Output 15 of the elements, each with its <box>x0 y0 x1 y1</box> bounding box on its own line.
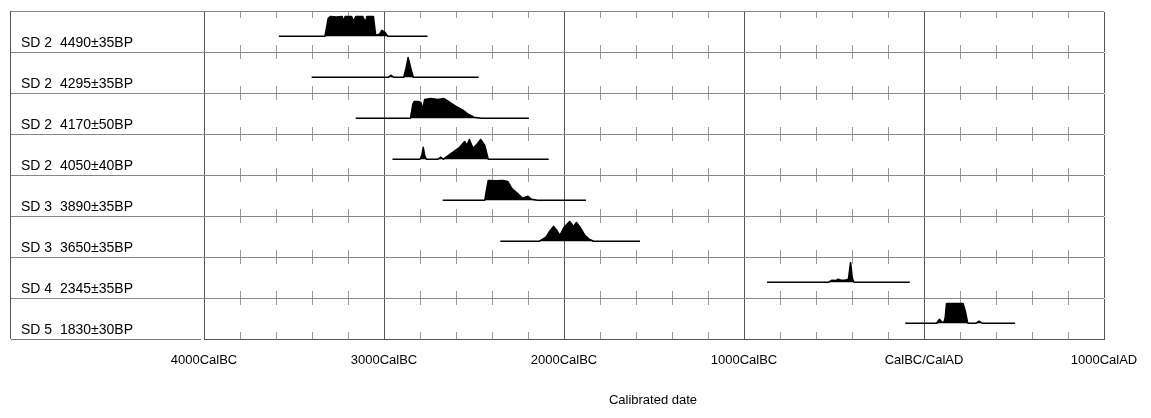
text: SD 5 1830±30BP <box>21 321 133 337</box>
text: SD 2 4170±50BP <box>21 116 133 132</box>
text: SD 4 2345±35BP <box>21 280 133 296</box>
text: SD 3 3890±35BP <box>21 198 133 214</box>
text: SD 2 4050±40BP <box>21 157 133 173</box>
x-tick-label: 1000CalBC <box>710 352 778 368</box>
text: SD 3 3650±35BP <box>21 239 133 255</box>
x-tick-label: 2000CalBC <box>530 352 598 368</box>
x-tick-label: 4000CalBC <box>170 352 238 368</box>
text: SD 2 4490±35BP <box>21 34 133 50</box>
text: SD 2 4295±35BP <box>21 75 133 91</box>
x-tick-label: CalBC/CalAD <box>884 352 964 368</box>
x-axis-title: Calibrated date <box>608 392 698 407</box>
x-tick-label: 1000CalAD <box>1070 352 1138 368</box>
x-tick-label: 3000CalBC <box>350 352 418 368</box>
